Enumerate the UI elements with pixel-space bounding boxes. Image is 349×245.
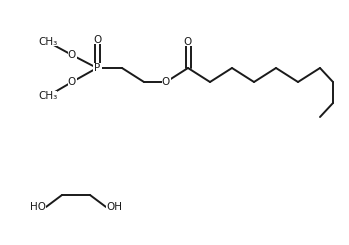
Bar <box>92 63 102 73</box>
Bar <box>92 36 102 45</box>
Bar <box>162 77 171 86</box>
Text: CH₃: CH₃ <box>38 91 58 101</box>
Bar <box>39 91 57 100</box>
Text: O: O <box>93 35 101 45</box>
Bar <box>39 37 57 47</box>
Text: O: O <box>184 37 192 47</box>
Text: O: O <box>162 77 170 87</box>
Bar <box>30 203 46 211</box>
Bar <box>67 50 76 60</box>
Text: OH: OH <box>106 202 122 212</box>
Bar <box>106 203 122 211</box>
Text: HO: HO <box>30 202 46 212</box>
Text: P: P <box>94 63 100 73</box>
Text: O: O <box>68 50 76 60</box>
Bar <box>67 77 76 86</box>
Text: O: O <box>68 77 76 87</box>
Bar <box>184 37 193 47</box>
Text: CH₃: CH₃ <box>38 37 58 47</box>
